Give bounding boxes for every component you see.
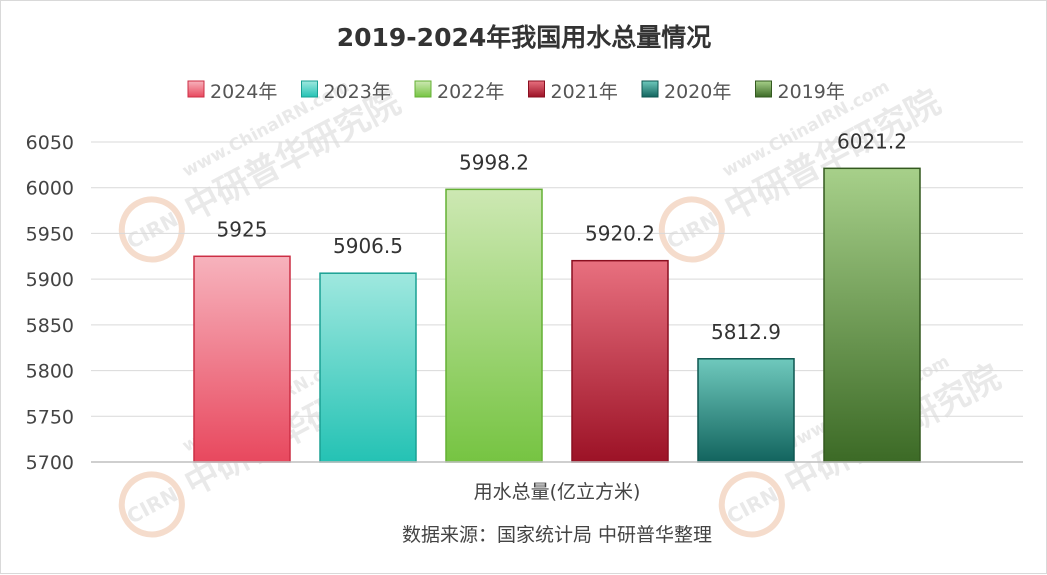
legend-swatch — [528, 80, 545, 98]
legend-swatch — [414, 80, 432, 98]
data-label: 6021.2 — [837, 129, 907, 153]
x-axis-label: 用水总量(亿立方米) — [474, 481, 641, 503]
y-tick-label: 6000 — [26, 178, 74, 200]
legend-swatch — [187, 80, 205, 98]
bar-2020年 — [697, 358, 795, 463]
bar-2023年 — [319, 272, 417, 463]
legend-item: 2022年 — [414, 80, 504, 103]
y-tick-label: 6050 — [26, 132, 74, 154]
bar-2019年 — [823, 167, 921, 463]
bar-2022年 — [445, 188, 543, 463]
legend-label: 2019年 — [778, 81, 845, 103]
legend-item: 2023年 — [301, 80, 391, 103]
y-tick-label: 5800 — [26, 361, 74, 383]
data-label: 5906.5 — [333, 234, 403, 258]
y-tick-label: 5900 — [26, 269, 74, 291]
source-note: 数据来源：国家统计局 中研普华整理 — [402, 524, 712, 546]
legend-label: 2024年 — [210, 81, 277, 103]
legend-label: 2022年 — [437, 81, 504, 103]
legend: 2024年 2023年 2022年 2021年 2020年 2019年 — [187, 80, 845, 103]
y-tick-label: 5700 — [26, 452, 74, 474]
bar-2021年 — [571, 259, 669, 463]
legend-item: 2024年 — [187, 80, 277, 103]
chart-title: 2019-2024年我国用水总量情况 — [337, 23, 712, 52]
legend-label: 2021年 — [551, 81, 618, 103]
data-label: 5812.9 — [711, 320, 781, 344]
legend-label: 2020年 — [664, 81, 731, 103]
y-axis-ticks: 5700 5750 5800 5850 5900 5950 6000 6050 — [26, 132, 74, 474]
legend-item: 2019年 — [755, 80, 845, 103]
legend-swatch — [641, 80, 659, 98]
data-label: 5925 — [217, 217, 268, 241]
y-tick-label: 5850 — [26, 315, 74, 337]
data-label: 5920.2 — [585, 222, 655, 246]
legend-swatch — [301, 80, 318, 98]
data-labels: 5925 5906.5 5998.2 5920.2 5812.9 6021.2 — [217, 129, 907, 343]
legend-item: 2020年 — [641, 80, 731, 103]
data-label: 5998.2 — [459, 150, 529, 174]
bar-2024年 — [193, 255, 291, 463]
y-tick-label: 5750 — [26, 406, 74, 428]
legend-swatch — [755, 80, 772, 98]
y-tick-label: 5950 — [26, 223, 74, 245]
legend-item: 2021年 — [528, 80, 618, 103]
legend-label: 2023年 — [324, 81, 391, 103]
